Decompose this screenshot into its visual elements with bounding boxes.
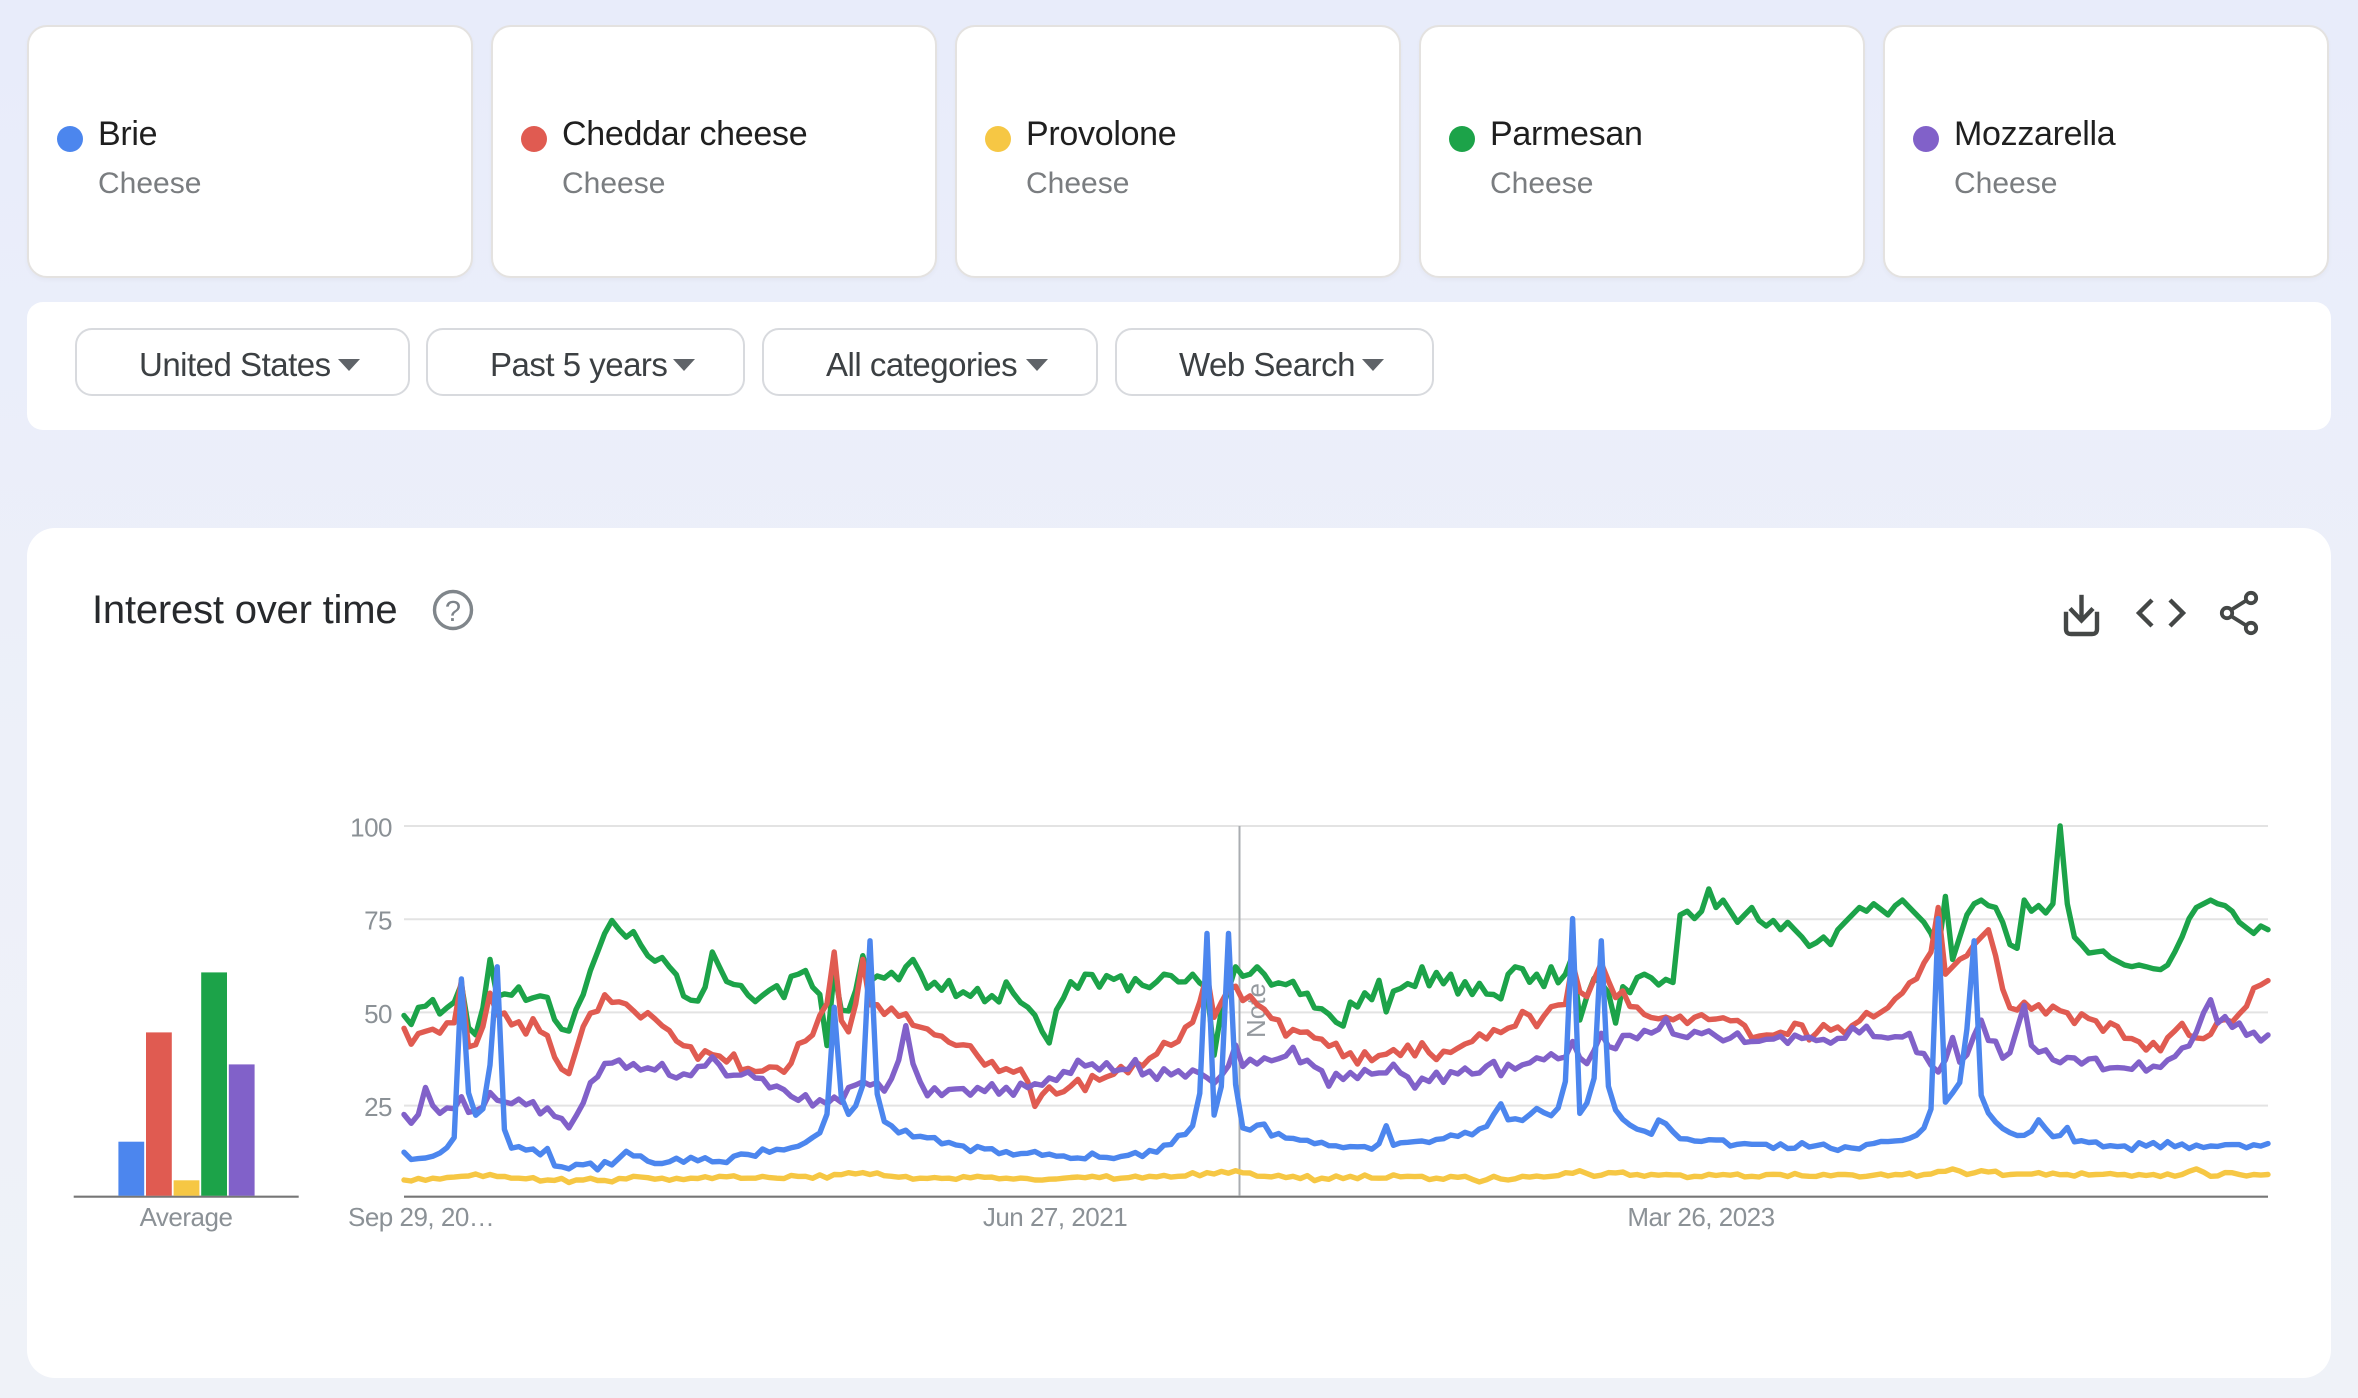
svg-text:75: 75 — [364, 906, 392, 936]
svg-text:Jun 27, 2021: Jun 27, 2021 — [983, 1202, 1127, 1232]
svg-text:Average: Average — [140, 1202, 233, 1232]
svg-text:?: ? — [445, 596, 461, 628]
svg-text:Mar 26, 2023: Mar 26, 2023 — [1627, 1202, 1774, 1232]
svg-text:100: 100 — [350, 813, 392, 843]
svg-text:25: 25 — [364, 1092, 392, 1122]
svg-text:50: 50 — [364, 999, 392, 1029]
svg-text:Sep 29, 20…: Sep 29, 20… — [348, 1202, 494, 1232]
